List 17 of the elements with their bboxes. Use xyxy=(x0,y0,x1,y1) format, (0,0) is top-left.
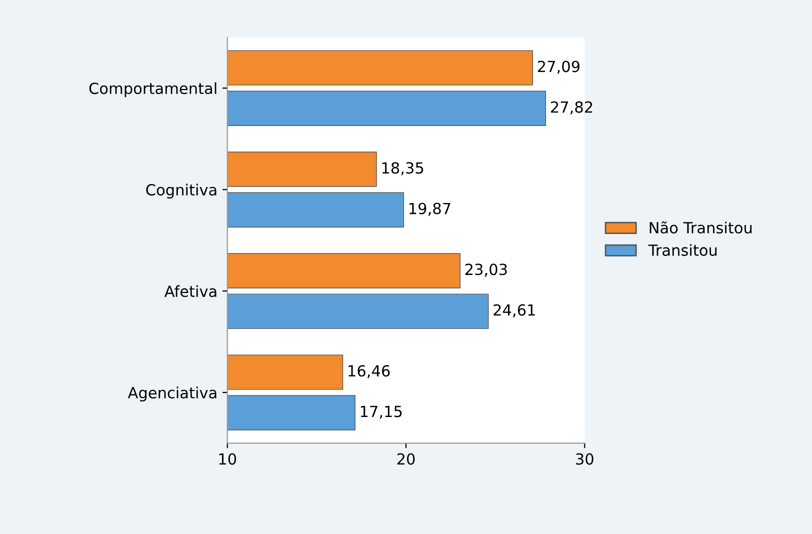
y-tick-label: Agenciativa xyxy=(128,386,216,402)
data-label: 27,09 xyxy=(538,60,580,74)
x-tick-label: 10 xyxy=(219,453,236,465)
data-label: 19,87 xyxy=(410,202,450,216)
data-label: 18,35 xyxy=(382,162,424,176)
data-label: 27,82 xyxy=(550,101,592,114)
x-tick-label: 30 xyxy=(576,453,594,465)
y-tick-label: Afetiva xyxy=(164,285,216,298)
legend-label: Não Transitou xyxy=(650,221,752,234)
y-tick-label: Comportamental xyxy=(89,82,216,98)
data-label: 24,61 xyxy=(494,304,535,318)
data-label: 17,15 xyxy=(360,406,402,419)
x-tick-label: 20 xyxy=(397,453,415,465)
y-tick-label: Cognitiva xyxy=(146,184,216,199)
legend-label: Transitou xyxy=(648,244,717,256)
data-label: 16,46 xyxy=(348,365,390,378)
data-label: 23,03 xyxy=(465,264,507,277)
